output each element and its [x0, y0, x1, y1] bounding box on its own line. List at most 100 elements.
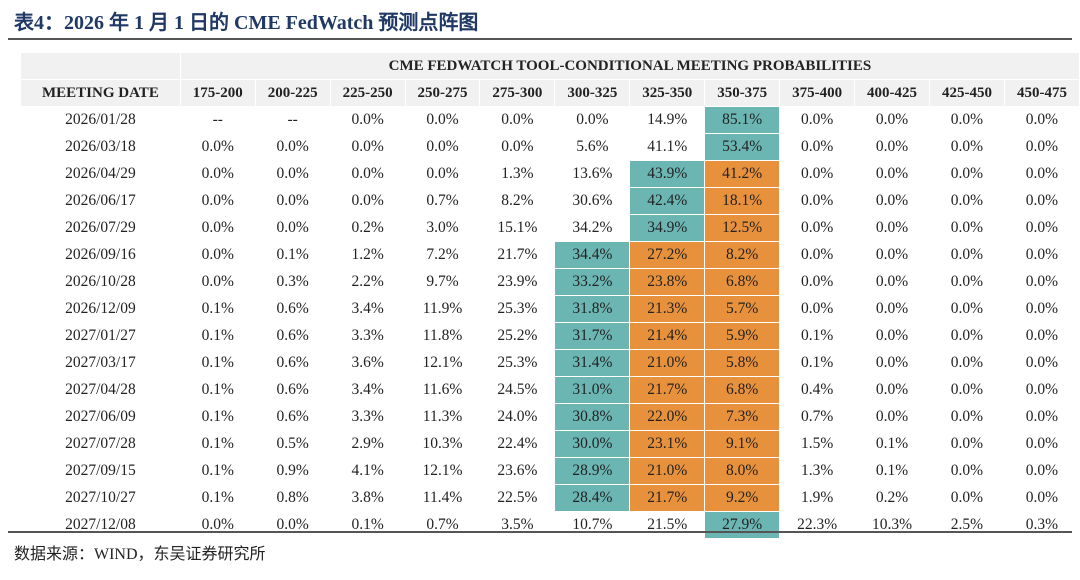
probability-cell: 0.0% — [929, 457, 1005, 485]
probability-cell: 0.0% — [779, 241, 856, 269]
rule — [8, 531, 1072, 533]
probability-cell: 0.1% — [179, 376, 256, 404]
data-row: 2026/04/29 0.0% 0.0% 0.0% 0.0% 1.3% 13.6% 43.9%… — [20, 160, 1080, 188]
probability-cell: 43.9% — [629, 160, 706, 188]
probability-cell: 1.3% — [779, 457, 856, 485]
probability-cell: 12.1% — [404, 457, 481, 485]
probability-cell: 0.0% — [1003, 349, 1080, 377]
meeting-date: 2026/12/09 — [20, 295, 181, 323]
probability-cell: 0.0% — [929, 133, 1005, 161]
probability-cell: 0.0% — [329, 160, 406, 188]
probability-cell: 0.6% — [254, 349, 331, 377]
probability-cell: 3.4% — [329, 295, 406, 323]
probability-cell: 30.0% — [554, 430, 631, 458]
probability-cell: 0.6% — [254, 376, 331, 404]
probability-cell: 2.2% — [329, 268, 406, 296]
probability-cell: 0.2% — [854, 484, 930, 512]
probability-cell: 25.3% — [479, 349, 556, 377]
probability-cell: 9.7% — [404, 268, 481, 296]
probability-cell: 0.0% — [254, 133, 331, 161]
probability-cell: 0.0% — [179, 160, 256, 188]
probability-cell: 21.3% — [629, 295, 706, 323]
probability-cell: 22.3% — [779, 511, 856, 539]
probability-cell: 2.5% — [929, 511, 1005, 539]
probability-cell: 0.0% — [779, 187, 856, 215]
probability-cell: 14.9% — [629, 106, 706, 134]
probability-cell: 0.0% — [179, 187, 256, 215]
probability-cell: 0.1% — [179, 430, 256, 458]
probability-cell: 28.4% — [554, 484, 631, 512]
probability-cell: 8.0% — [704, 457, 781, 485]
title: 表4：2026 年 1 月 1 日的 CME FedWatch 预测点阵图 — [14, 12, 479, 34]
probability-cell: 0.0% — [779, 268, 856, 296]
probability-cell: 0.0% — [779, 160, 856, 188]
rule — [8, 38, 1072, 40]
probability-cell: 0.0% — [929, 268, 1005, 296]
data-row: 2027/10/27 0.1% 0.8% 3.8% 11.4% 22.5% 28.4% 21.… — [20, 484, 1080, 512]
probability-cell: 28.9% — [554, 457, 631, 485]
data-row: 2026/10/28 0.0% 0.3% 2.2% 9.7% 23.9% 33.2% 23.8… — [20, 268, 1080, 296]
probability-cell: 5.8% — [704, 349, 781, 377]
probability-cell: 0.9% — [254, 457, 331, 485]
probability-cell: 13.6% — [554, 160, 631, 188]
meeting-date: 2027/06/09 — [20, 403, 181, 431]
probability-cell: 0.0% — [929, 241, 1005, 269]
probability-cell: 0.1% — [329, 511, 406, 539]
probability-table: CME FEDWATCH TOOL-CONDITIONAL MEETING PR… — [20, 52, 1080, 539]
probability-cell: 0.0% — [404, 106, 481, 134]
probability-cell: 0.0% — [929, 349, 1005, 377]
probability-cell: 0.6% — [254, 403, 331, 431]
probability-cell: 0.0% — [479, 106, 556, 134]
probability-cell: 25.3% — [479, 295, 556, 323]
probability-cell: 0.0% — [179, 268, 256, 296]
meeting-date: 2027/07/28 — [20, 430, 181, 458]
probability-cell: 33.2% — [554, 268, 631, 296]
probability-cell: 0.0% — [179, 511, 256, 539]
probability-cell: 0.0% — [329, 133, 406, 161]
meeting-date: 2026/06/17 — [20, 187, 181, 215]
probability-cell: 0.1% — [779, 349, 856, 377]
probability-cell: 0.1% — [179, 349, 256, 377]
probability-cell: 22.4% — [479, 430, 556, 458]
column-header: 250-275 — [404, 79, 481, 107]
probability-cell: 0.0% — [929, 295, 1005, 323]
probability-cell: 0.1% — [179, 484, 256, 512]
data-row: 2026/03/18 0.0% 0.0% 0.0% 0.0% 0.0% 5.6% 41.1% 5… — [20, 133, 1080, 161]
probability-cell: 0.1% — [854, 457, 930, 485]
probability-cell: 12.1% — [404, 349, 481, 377]
meeting-date: 2027/01/27 — [20, 322, 181, 350]
probability-cell: 0.3% — [1003, 511, 1080, 539]
meeting-date: 2026/04/29 — [20, 160, 181, 188]
probability-cell: 3.5% — [479, 511, 556, 539]
probability-cell: 18.1% — [704, 187, 781, 215]
meeting-date: 2027/04/28 — [20, 376, 181, 404]
probability-cell: 0.7% — [404, 187, 481, 215]
probability-cell: 5.6% — [554, 133, 631, 161]
probability-cell: 0.4% — [779, 376, 856, 404]
header-row: MEETING DATE 175-200 200-225 225-250 250-275… — [20, 79, 1080, 107]
probability-cell: 53.4% — [704, 133, 781, 161]
probability-cell: 0.3% — [254, 268, 331, 296]
probability-cell: 34.4% — [554, 241, 631, 269]
probability-cell: 0.2% — [329, 214, 406, 242]
probability-cell: 0.0% — [854, 106, 930, 134]
meeting-date: 2026/07/29 — [20, 214, 181, 242]
data-row: 2026/01/28 -- -- 0.0% 0.0% 0.0% 0.0% 14.9% 85.1%… — [20, 106, 1080, 134]
probability-cell: 9.2% — [704, 484, 781, 512]
probability-cell: 41.1% — [629, 133, 706, 161]
probability-cell: 0.0% — [1003, 133, 1080, 161]
probability-cell: 0.0% — [1003, 484, 1080, 512]
probability-cell: 3.0% — [404, 214, 481, 242]
probability-cell: 11.6% — [404, 376, 481, 404]
probability-cell: 21.7% — [629, 376, 706, 404]
probability-cell: 11.9% — [404, 295, 481, 323]
probability-cell: 1.9% — [779, 484, 856, 512]
probability-cell: 0.0% — [179, 133, 256, 161]
data-row: 2026/07/29 0.0% 0.0% 0.2% 3.0% 15.1% 34.2% 34.9… — [20, 214, 1080, 242]
probability-cell: 0.5% — [254, 430, 331, 458]
probability-cell: 0.1% — [854, 430, 930, 458]
probability-cell: 11.4% — [404, 484, 481, 512]
probability-cell: 30.6% — [554, 187, 631, 215]
column-header: 325-350 — [629, 79, 706, 107]
